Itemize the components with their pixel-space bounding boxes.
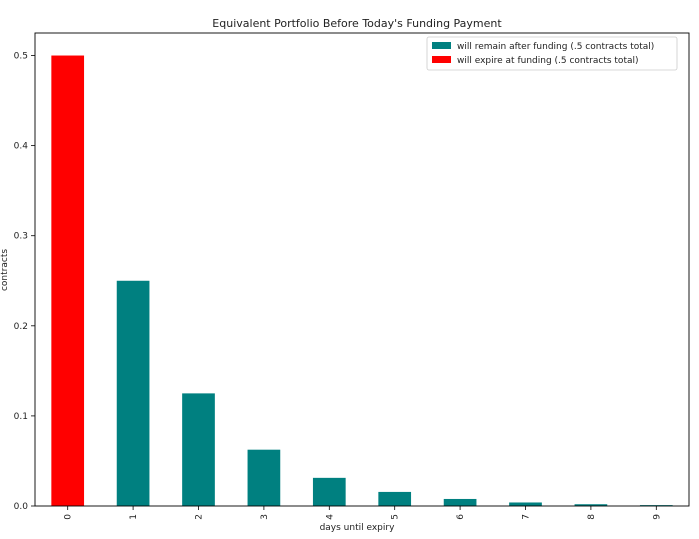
y-tick-label: 0.5 — [14, 52, 28, 62]
legend-swatch-remain — [432, 42, 451, 49]
chart-title: Equivalent Portfolio Before Today's Fund… — [212, 17, 502, 30]
x-axis-label: days until expiry — [320, 523, 396, 533]
legend-box — [426, 36, 678, 71]
plot-frame — [34, 32, 690, 507]
bar-remain-4 — [312, 477, 346, 506]
x-tick-label: 5 — [391, 514, 401, 520]
legend: will remain after funding (.5 contracts … — [426, 36, 678, 71]
x-tick-label: 0 — [64, 514, 74, 520]
y-axis-label: contracts — [0, 249, 10, 291]
x-tick-label: 8 — [587, 514, 597, 520]
y-axis: 0.0 0.1 0.2 0.3 0.4 0.5 — [14, 52, 35, 512]
bar-remain-7 — [509, 502, 542, 506]
y-tick-label: 0.4 — [14, 142, 29, 152]
bar-remain-5 — [378, 491, 412, 506]
bar-remain-2 — [182, 393, 215, 506]
x-tick-label: 2 — [195, 514, 205, 520]
bars-layer — [51, 55, 673, 507]
legend-label-remain: will remain after funding (.5 contracts … — [457, 42, 654, 52]
x-tick-label: 6 — [456, 514, 466, 520]
bar-remain-1 — [116, 280, 150, 506]
legend-swatch-expire — [432, 56, 451, 63]
y-tick-label: 0.0 — [14, 502, 29, 512]
bar-remain-6 — [443, 498, 477, 506]
x-tick-label: 7 — [522, 514, 532, 520]
x-axis: 0 1 2 3 4 5 6 7 8 9 — [64, 506, 662, 520]
y-tick-label: 0.1 — [14, 412, 28, 422]
y-tick-label: 0.3 — [14, 232, 28, 242]
x-tick-label: 4 — [325, 514, 335, 520]
x-tick-label: 9 — [652, 514, 662, 520]
x-tick-label: 3 — [260, 514, 270, 520]
bar-remain-8 — [574, 504, 608, 506]
bar-remain-3 — [247, 449, 281, 506]
y-tick-label: 0.2 — [14, 322, 28, 332]
legend-label-expire: will expire at funding (.5 contracts tot… — [457, 56, 639, 66]
bar-expire-0 — [51, 55, 85, 507]
x-tick-label: 1 — [129, 514, 139, 520]
